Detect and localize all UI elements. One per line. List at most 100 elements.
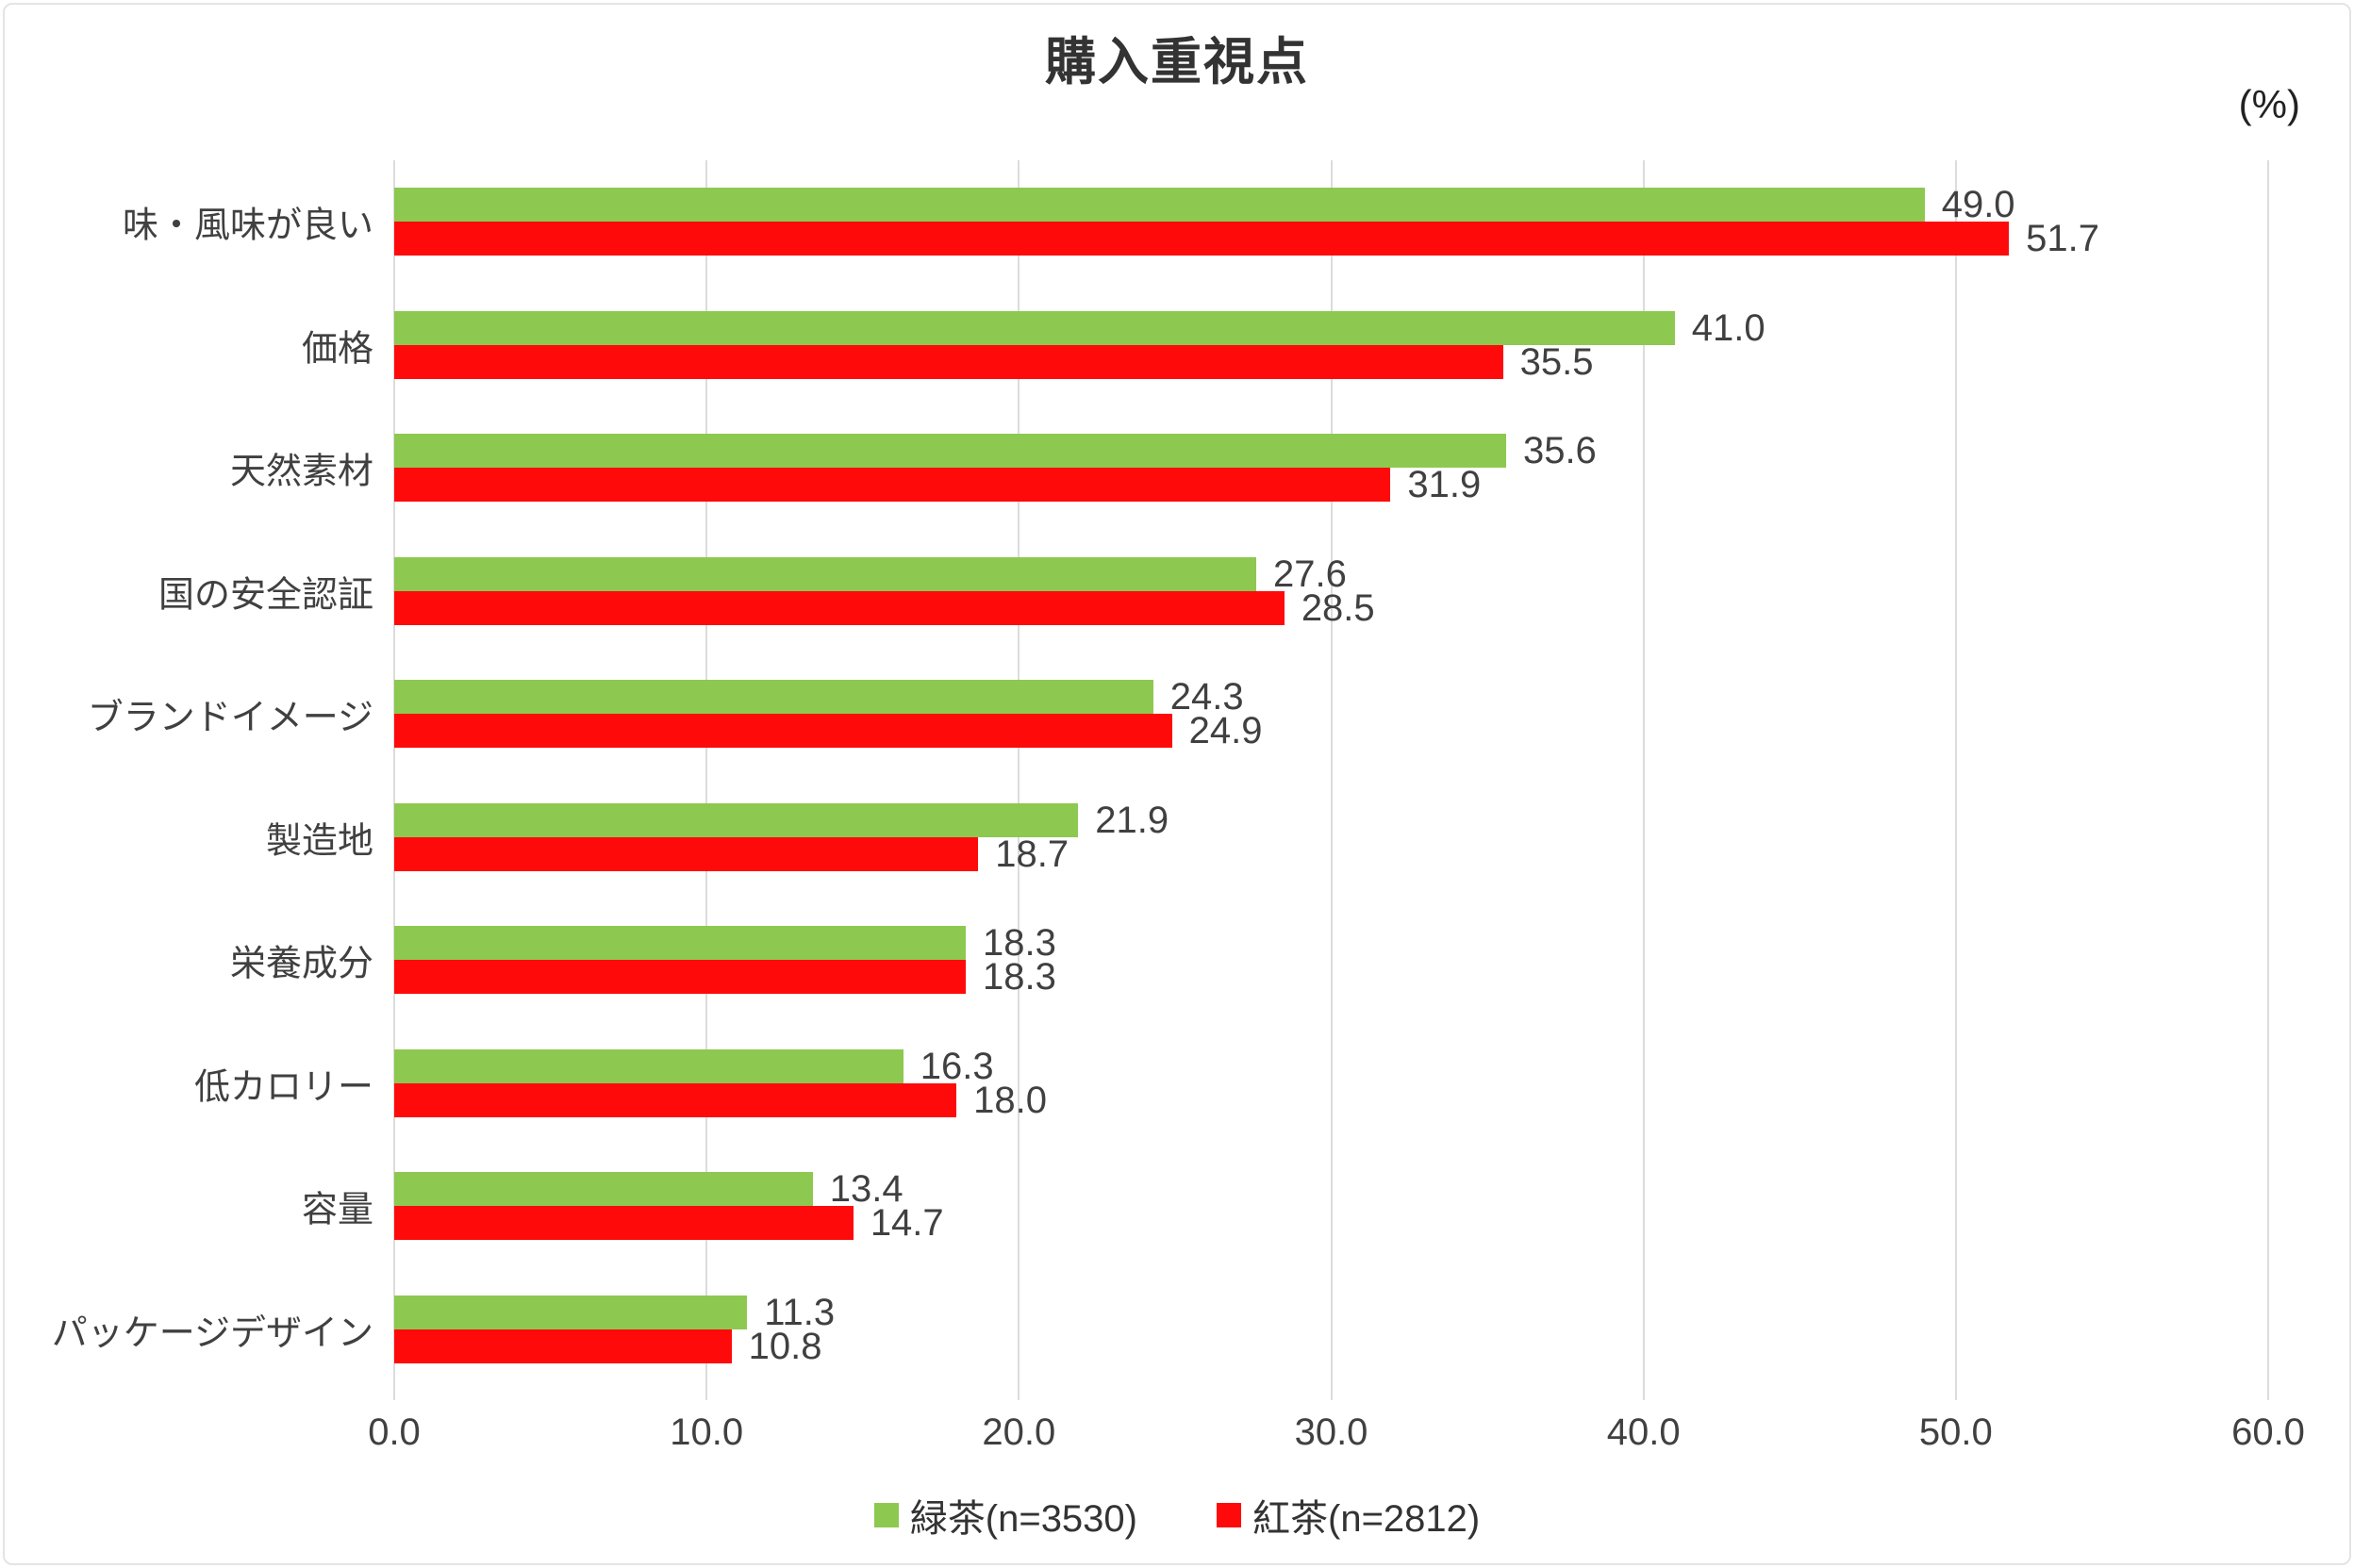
- bar: [394, 590, 1285, 625]
- bar: [394, 188, 1925, 223]
- value-label: 18.3: [983, 956, 1056, 999]
- category-label: 容量: [301, 1190, 373, 1230]
- value-label: 18.3: [983, 922, 1056, 965]
- bar: [394, 344, 1503, 379]
- bar: [394, 222, 2010, 256]
- bar-line: 21.9: [394, 801, 2268, 839]
- chart-frame: 購入重視点 (%) 味・風味が良い 49.0 51.7 価格 41.0 35.5 天然素材 3…: [3, 3, 2351, 1565]
- bar-line: 14.7: [394, 1202, 2268, 1245]
- gridline: [1642, 160, 1645, 1400]
- value-label: 31.9: [1407, 464, 1482, 506]
- bar-line: 28.5: [394, 586, 2268, 629]
- x-tick-label: 40.0: [1606, 1411, 1681, 1453]
- plot-area: 味・風味が良い 49.0 51.7 価格 41.0 35.5 天然素材 35.6 31.9 国の安…: [52, 160, 2269, 1400]
- bar-line: 49.0: [394, 184, 2268, 226]
- bar-line: 51.7: [394, 218, 2268, 260]
- bar-line: 35.6: [394, 430, 2268, 472]
- gridline: [1330, 160, 1333, 1400]
- category-row: 容量 13.4 14.7: [302, 1145, 2268, 1268]
- legend-label: 紅茶(n=2812): [1252, 1498, 1481, 1540]
- category-label: 国の安全認証: [157, 575, 373, 616]
- value-label: 13.4: [829, 1168, 903, 1211]
- value-label: 14.7: [870, 1202, 944, 1245]
- bar: [394, 802, 1079, 837]
- value-label: 28.5: [1301, 586, 1375, 629]
- x-tick-label: 10.0: [670, 1411, 744, 1453]
- category-label: 味・風味が良い: [122, 206, 373, 246]
- bar: [394, 434, 1506, 469]
- gridline: [705, 160, 708, 1400]
- category-label: パッケージデザイン: [51, 1313, 373, 1354]
- value-label: 16.3: [920, 1045, 994, 1087]
- gridline: [1018, 160, 1020, 1400]
- value-label: 27.6: [1273, 553, 1347, 595]
- category-row: 低カロリー 16.3 18.0: [194, 1022, 2268, 1146]
- legend-item: 緑茶(n=3530): [873, 1488, 1137, 1543]
- bar: [394, 556, 1257, 591]
- bar-line: 13.4: [394, 1168, 2268, 1211]
- bar: [394, 1048, 903, 1083]
- category-row: パッケージデザイン 11.3 10.8: [52, 1268, 2268, 1392]
- x-axis: 0.0 10.0 20.0 30.0 40.0 50.0 60.0: [368, 1411, 2305, 1468]
- category-row: 価格 41.0 35.5: [302, 284, 2268, 407]
- legend-swatch: [1217, 1503, 1241, 1527]
- bar: [394, 1295, 748, 1329]
- category-row: 味・風味が良い 49.0 51.7: [123, 160, 2268, 284]
- value-label: 35.6: [1522, 430, 1597, 472]
- bar: [394, 1082, 957, 1117]
- category-label: 価格: [301, 329, 373, 370]
- bar: [394, 310, 1675, 345]
- value-label: 18.0: [973, 1079, 1047, 1121]
- bar-line: 35.5: [394, 340, 2268, 383]
- bar-line: 24.3: [394, 676, 2268, 718]
- bar-line: 16.3: [394, 1045, 2268, 1087]
- value-label: 24.9: [1188, 710, 1263, 752]
- bar: [394, 926, 967, 961]
- value-label: 10.8: [748, 1325, 822, 1367]
- x-tick-label: 60.0: [2231, 1411, 2305, 1453]
- category-label: 栄養成分: [229, 944, 373, 984]
- legend-swatch: [873, 1503, 899, 1527]
- category-label: ブランドイメージ: [87, 698, 373, 738]
- bar: [394, 714, 1172, 749]
- category-label: 低カロリー: [193, 1067, 373, 1108]
- bar-line: 18.7: [394, 835, 2268, 873]
- value-label: 49.0: [1941, 184, 2015, 226]
- bar: [394, 1329, 732, 1363]
- category-row: 栄養成分 18.3 18.3: [230, 899, 2268, 1022]
- bar-line: 18.0: [394, 1079, 2268, 1121]
- unit-label: (%): [2238, 82, 2300, 126]
- x-tick-label: 0.0: [368, 1411, 421, 1453]
- x-tick-label: 30.0: [1294, 1411, 1368, 1453]
- bar: [394, 1206, 854, 1241]
- bar-line: 31.9: [394, 464, 2268, 506]
- category-row: ブランドイメージ 24.3 24.9: [88, 652, 2268, 776]
- gridline: [2267, 160, 2269, 1400]
- legend: 緑茶(n=3530) 紅茶(n=2812): [5, 1488, 2349, 1543]
- legend-item: 紅茶(n=2812): [1217, 1488, 1480, 1543]
- category-label: 天然素材: [229, 452, 373, 492]
- category-row: 天然素材 35.6 31.9: [230, 406, 2268, 530]
- bar: [394, 680, 1153, 715]
- legend-label: 緑茶(n=3530): [909, 1498, 1137, 1540]
- value-label: 24.3: [1169, 676, 1244, 718]
- bar: [394, 836, 979, 871]
- category-row: 製造地 21.9 18.7: [266, 776, 2268, 900]
- bar: [394, 1172, 813, 1207]
- value-label: 51.7: [2026, 218, 2099, 260]
- value-label: 41.0: [1691, 306, 1766, 349]
- bar: [394, 960, 967, 995]
- bar-line: 18.3: [394, 922, 2268, 965]
- bar-line: 10.8: [394, 1325, 2268, 1367]
- chart-title: 購入重視点: [1045, 34, 1309, 91]
- value-label: 35.5: [1519, 340, 1594, 383]
- bar-line: 18.3: [394, 956, 2268, 999]
- x-tick-label: 50.0: [1918, 1411, 1993, 1453]
- bar-rows: 味・風味が良い 49.0 51.7 価格 41.0 35.5 天然素材 35.6 31.9 国の安…: [52, 160, 2268, 1392]
- gridline: [1954, 160, 1957, 1400]
- bar-line: 27.6: [394, 553, 2268, 595]
- bar: [394, 468, 1391, 503]
- gridline: [393, 160, 395, 1400]
- category-row: 国の安全認証 27.6 28.5: [158, 530, 2268, 653]
- category-label: 製造地: [265, 821, 373, 862]
